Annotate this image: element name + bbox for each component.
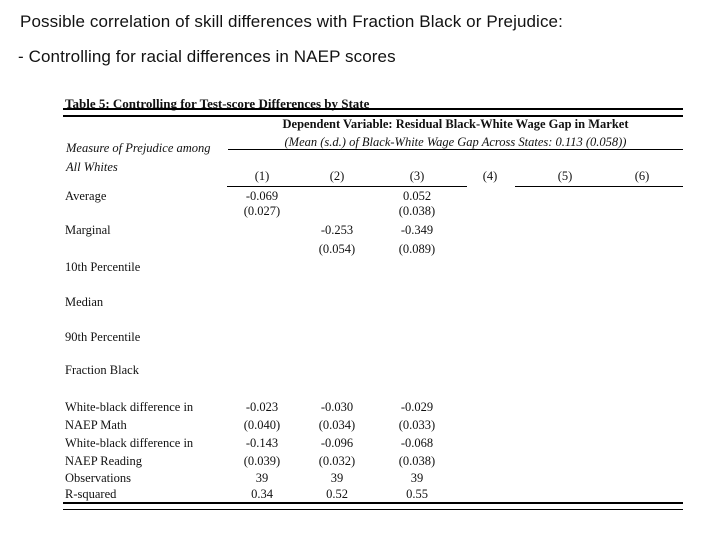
table-row-r-squared: R-squared 0.34 0.52 0.55 [0, 488, 720, 502]
table-row-observations: Observations 39 39 39 [0, 472, 720, 486]
table-row-average-se: (0.027) (0.038) [0, 205, 720, 219]
dependent-variable-line: Dependent Variable: Residual Black-White… [282, 117, 629, 131]
table-row-marginal-se: (0.054) (0.089) [0, 243, 720, 257]
cell-observations-col1: 39 [255, 471, 269, 485]
cell-observations-col3: 39 [410, 471, 424, 485]
cell-marginal-se-col3: (0.089) [398, 242, 436, 256]
row-label: White-black difference in [65, 436, 194, 450]
row-label: White-black difference in [65, 400, 194, 414]
table-row-average-coef: Average -0.069 0.052 [0, 190, 720, 204]
cell-naep-reading-se-col2: (0.032) [318, 454, 356, 468]
slide-subtitle: - Controlling for racial differences in … [18, 47, 396, 66]
cell-naep-reading-col2: -0.096 [320, 436, 354, 450]
cell-observations-col2: 39 [330, 471, 344, 485]
cell-naep-math-col2: -0.030 [320, 400, 354, 414]
cell-marginal-col2: -0.253 [320, 223, 354, 237]
table-row-median: Median [0, 296, 720, 310]
table-top-double-rule [63, 108, 683, 117]
cell-naep-reading-se-col3: (0.038) [398, 454, 436, 468]
row-label: 10th Percentile [65, 260, 141, 274]
table-title: Table 5: Controlling for Test-score Diff… [65, 96, 370, 111]
row-label: NAEP Reading [65, 454, 142, 468]
column-header-rule-cols-1-3 [227, 186, 467, 187]
row-label: Marginal [65, 223, 111, 237]
cell-naep-math-se-col3: (0.033) [398, 418, 436, 432]
row-label: R-squared [65, 487, 117, 501]
cell-average-col3: 0.052 [402, 189, 432, 203]
table-row-marginal-coef: Marginal -0.253 -0.349 [0, 224, 720, 238]
row-label: NAEP Math [65, 418, 127, 432]
column-header-1: (1) [254, 169, 270, 183]
row-label: 90th Percentile [65, 330, 141, 344]
dependent-variable-header: Dependent Variable: Residual Black-White… [228, 117, 683, 150]
cell-r-squared-col3: 0.55 [406, 487, 428, 501]
column-header-2: (2) [329, 169, 345, 183]
stub-header-measure-of-prejudice: Measure of Prejudice among [66, 141, 211, 155]
table-row-naep-math-coef: White-black difference in -0.023 -0.030 … [0, 401, 720, 415]
column-header-3: (3) [409, 169, 425, 183]
column-header-5: (5) [557, 169, 573, 183]
table-row-naep-reading-se: NAEP Reading (0.039) (0.032) (0.038) [0, 455, 720, 469]
dependent-variable-mean-sd-line: (Mean (s.d.) of Black-White Wage Gap Acr… [284, 135, 627, 149]
cell-r-squared-col2: 0.52 [326, 487, 348, 501]
cell-naep-math-se-col1: (0.040) [243, 418, 281, 432]
table-row-naep-math-se: NAEP Math (0.040) (0.034) (0.033) [0, 419, 720, 433]
row-label: Average [65, 189, 107, 203]
cell-r-squared-col1: 0.34 [251, 487, 273, 501]
cell-naep-reading-col3: -0.068 [400, 436, 434, 450]
column-header-6: (6) [634, 169, 650, 183]
row-label: Median [65, 295, 104, 309]
column-header-rule-cols-5-6 [515, 186, 683, 187]
stub-header-all-whites: All Whites [66, 160, 118, 174]
cell-marginal-col3: -0.349 [400, 223, 434, 237]
cell-naep-reading-col1: -0.143 [245, 436, 279, 450]
table-row-fraction-black: Fraction Black [0, 364, 720, 378]
cell-marginal-se-col2: (0.054) [318, 242, 356, 256]
cell-naep-math-se-col2: (0.034) [318, 418, 356, 432]
table-bottom-double-rule [63, 502, 683, 510]
slide-title: Possible correlation of skill difference… [20, 12, 563, 31]
cell-average-col1: -0.069 [245, 189, 279, 203]
cell-average-se-col1: (0.027) [243, 204, 281, 218]
column-header-4: (4) [482, 169, 498, 183]
cell-naep-math-col3: -0.029 [400, 400, 434, 414]
cell-naep-reading-se-col1: (0.039) [243, 454, 281, 468]
dependent-variable-underline-rule [228, 149, 683, 150]
cell-naep-math-col1: -0.023 [245, 400, 279, 414]
table-row-naep-reading-coef: White-black difference in -0.143 -0.096 … [0, 437, 720, 451]
row-label: Observations [65, 471, 131, 485]
table-row-90th-percentile: 90th Percentile [0, 331, 720, 345]
table-row-10th-percentile: 10th Percentile [0, 261, 720, 275]
row-label: Fraction Black [65, 363, 139, 377]
cell-average-se-col3: (0.038) [398, 204, 436, 218]
